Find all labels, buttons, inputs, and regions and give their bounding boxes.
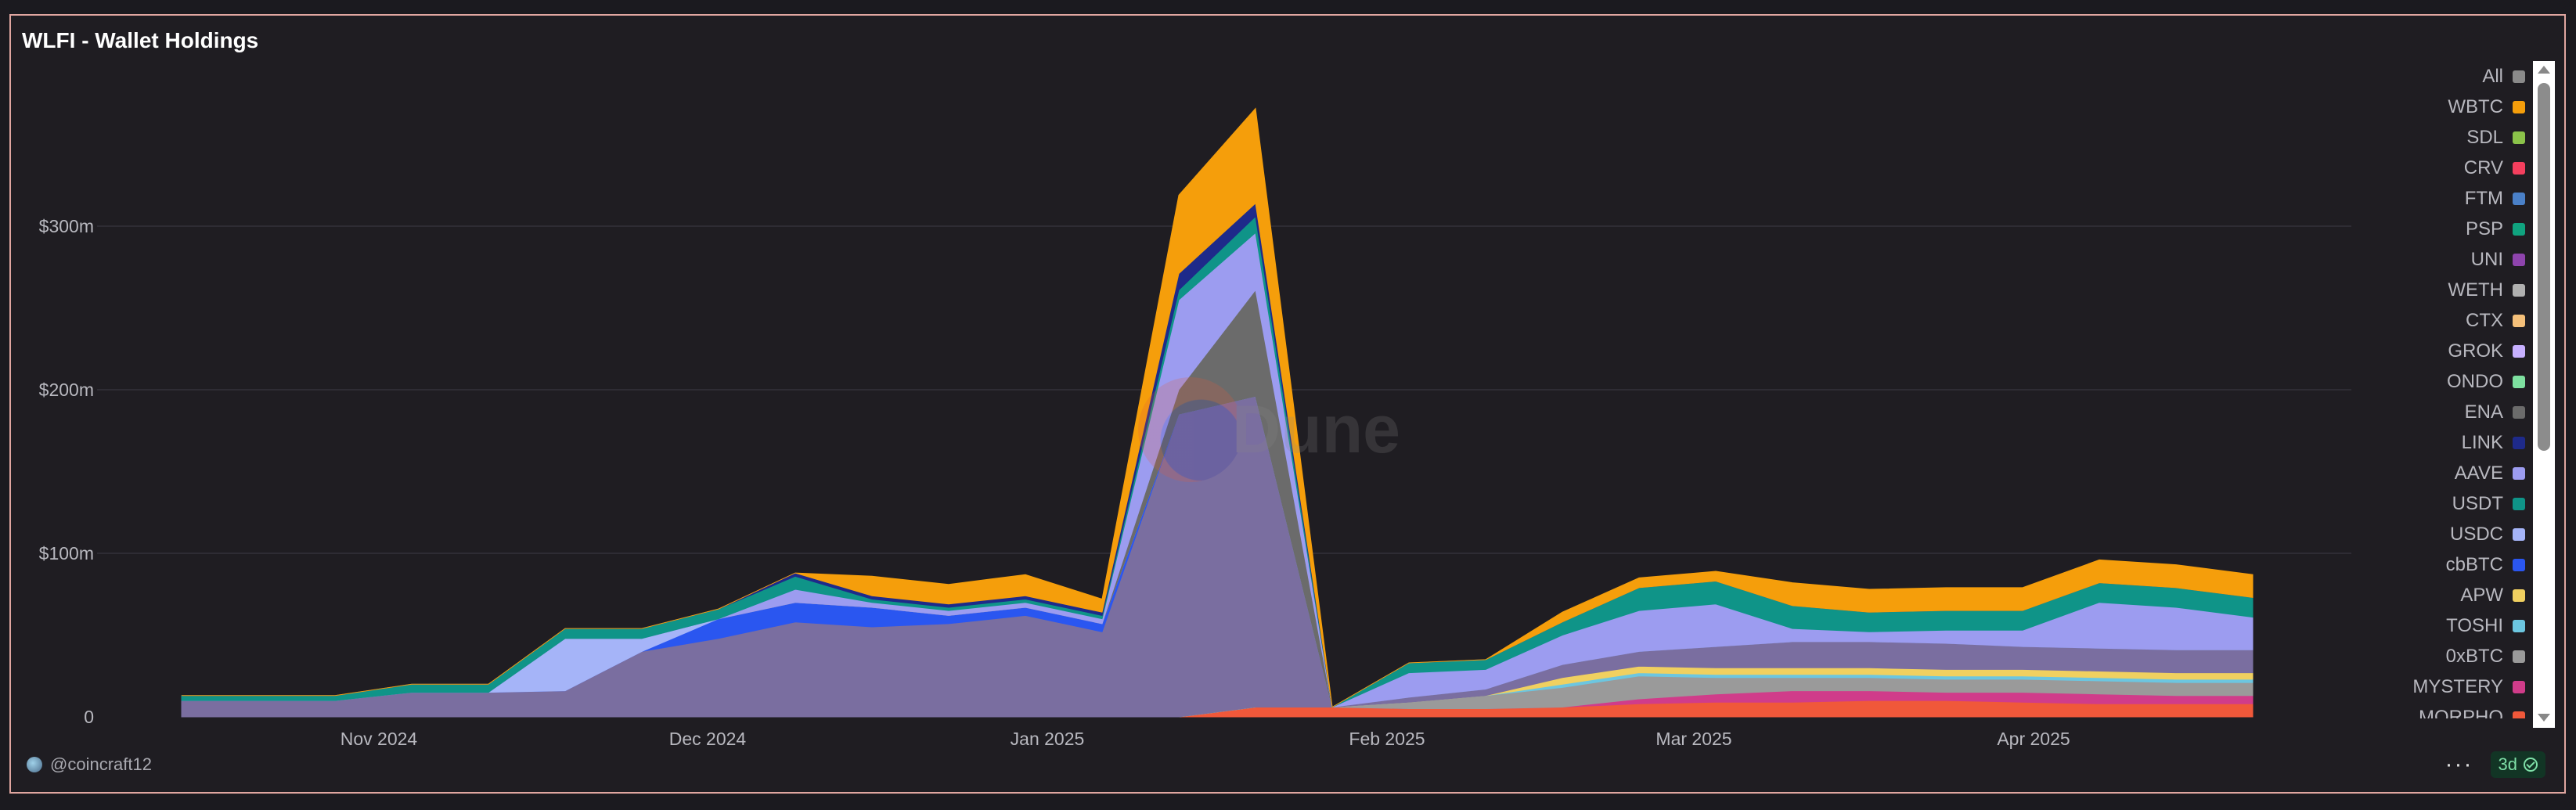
legend-item[interactable]: MORPHO	[2376, 702, 2525, 718]
legend-item[interactable]: All	[2376, 61, 2525, 92]
axes: 0 $100m $200m $300m Nov 2024 Dec 2024 Jan 2025…	[39, 216, 2070, 749]
legend-label: MYSTERY	[2412, 675, 2503, 697]
legend-label: cbBTC	[2445, 553, 2503, 575]
scroll-down-icon[interactable]	[2538, 714, 2550, 722]
legend-label: FTM	[2464, 187, 2503, 209]
legend-label: 0xBTC	[2445, 645, 2503, 667]
legend-item[interactable]: WETH	[2376, 275, 2525, 305]
footer-actions: ··· 3d	[2445, 751, 2545, 778]
legend-item[interactable]: ENA	[2376, 397, 2525, 427]
chart-panel: WLFI - Wallet Holdings 0 $100m $200m $300m N…	[9, 14, 2566, 794]
dune-watermark: Dune	[1138, 377, 1400, 482]
legend-item[interactable]: ONDO	[2376, 366, 2525, 397]
legend-item[interactable]: AAVE	[2376, 458, 2525, 488]
legend-swatch	[2513, 619, 2525, 632]
watermark-text: Dune	[1232, 391, 1400, 467]
legend-swatch	[2513, 466, 2525, 480]
legend-label: TOSHI	[2446, 614, 2503, 636]
legend-swatch	[2513, 283, 2525, 297]
legend-label: CTX	[2466, 309, 2503, 331]
legend-label: USDC	[2449, 523, 2503, 545]
legend-item[interactable]: cbBTC	[2376, 549, 2525, 580]
legend-label: WETH	[2448, 279, 2503, 301]
legend-swatch	[2513, 70, 2525, 83]
legend-swatch	[2513, 711, 2525, 718]
legend-label: WBTC	[2448, 95, 2503, 117]
x-tick-label: Mar 2025	[1655, 729, 1731, 749]
legend-swatch	[2513, 436, 2525, 449]
legend-swatch	[2513, 589, 2525, 602]
legend-label: All	[2482, 65, 2503, 87]
avatar	[27, 757, 42, 772]
chart-legend: All WBTC SDL CRV FTM PSP UNI WETH CTX GROK ONDO ENA…	[2376, 61, 2525, 718]
legend-swatch	[2513, 344, 2525, 358]
legend-item[interactable]: CRV	[2376, 153, 2525, 183]
y-tick-label: 0	[84, 707, 94, 727]
stacked-areas	[181, 107, 2254, 718]
y-tick-label: $100m	[39, 543, 94, 563]
legend-swatch	[2513, 680, 2525, 693]
check-circle-icon	[2524, 758, 2538, 772]
legend-swatch	[2513, 405, 2525, 419]
legend-label: APW	[2460, 584, 2503, 606]
scroll-up-icon[interactable]	[2538, 66, 2550, 74]
dune-logo-icon	[1138, 377, 1243, 482]
legend-item[interactable]: FTM	[2376, 183, 2525, 214]
freshness-label: 3d	[2498, 754, 2517, 774]
author-username: @coincraft12	[50, 754, 152, 774]
y-tick-label: $200m	[39, 380, 94, 400]
legend-swatch	[2513, 558, 2525, 571]
legend-item[interactable]: SDL	[2376, 122, 2525, 153]
legend-label: SDL	[2466, 126, 2503, 148]
legend-scrollbar[interactable]	[2533, 61, 2555, 728]
legend-swatch	[2513, 192, 2525, 205]
legend-swatch	[2513, 650, 2525, 663]
legend-label: MORPHO	[2419, 706, 2503, 719]
legend-swatch	[2513, 527, 2525, 541]
legend-label: ONDO	[2447, 370, 2503, 392]
legend-item[interactable]: GROK	[2376, 336, 2525, 366]
legend-label: PSP	[2465, 218, 2503, 239]
legend-label: LINK	[2461, 431, 2503, 453]
scroll-thumb[interactable]	[2538, 83, 2550, 451]
x-tick-label: Dec 2024	[669, 729, 747, 749]
chart-title: WLFI - Wallet Holdings	[22, 28, 259, 52]
x-tick-label: Apr 2025	[1997, 729, 2070, 749]
legend-swatch	[2513, 375, 2525, 388]
legend-swatch	[2513, 131, 2525, 144]
legend-item[interactable]: UNI	[2376, 244, 2525, 275]
legend-label: ENA	[2464, 401, 2503, 423]
legend-swatch	[2513, 222, 2525, 236]
legend-item[interactable]: TOSHI	[2376, 610, 2525, 641]
legend-swatch	[2513, 100, 2525, 113]
x-tick-label: Nov 2024	[340, 729, 418, 749]
legend-swatch	[2513, 497, 2525, 510]
legend-label: GROK	[2448, 340, 2503, 362]
legend-swatch	[2513, 314, 2525, 327]
x-tick-label: Jan 2025	[1011, 729, 1085, 749]
legend-label: CRV	[2463, 157, 2503, 178]
legend-swatch	[2513, 161, 2525, 175]
more-options-icon[interactable]: ···	[2444, 751, 2473, 777]
area-series-wbtc[interactable]	[182, 107, 2254, 708]
author-link[interactable]: @coincraft12	[27, 754, 152, 775]
legend-item[interactable]: MYSTERY	[2376, 671, 2525, 702]
legend-item[interactable]: WBTC	[2376, 92, 2525, 122]
legend-item[interactable]: USDT	[2376, 488, 2525, 519]
legend-item[interactable]: 0xBTC	[2376, 641, 2525, 671]
legend-item[interactable]: USDC	[2376, 519, 2525, 549]
legend-label: USDT	[2452, 492, 2503, 514]
legend-item[interactable]: CTX	[2376, 305, 2525, 336]
legend-item[interactable]: LINK	[2376, 427, 2525, 458]
legend-item[interactable]: APW	[2376, 580, 2525, 610]
legend-swatch	[2513, 253, 2525, 266]
legend-item[interactable]: PSP	[2376, 214, 2525, 244]
area-chart: 0 $100m $200m $300m Nov 2024 Dec 2024 Jan 2025…	[39, 107, 2351, 749]
legend-label: UNI	[2470, 248, 2503, 270]
legend-label: AAVE	[2454, 462, 2503, 484]
x-tick-label: Feb 2025	[1349, 729, 1425, 749]
y-tick-label: $300m	[39, 216, 94, 236]
freshness-badge[interactable]: 3d	[2490, 751, 2545, 778]
